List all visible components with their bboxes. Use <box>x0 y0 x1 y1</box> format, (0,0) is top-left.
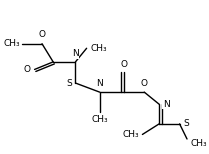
Text: O: O <box>141 79 148 88</box>
Text: N: N <box>96 79 103 88</box>
Text: N: N <box>163 100 170 109</box>
Text: S: S <box>183 119 189 128</box>
Text: S: S <box>66 79 72 87</box>
Text: CH₃: CH₃ <box>90 44 107 53</box>
Text: O: O <box>24 65 31 74</box>
Text: O: O <box>120 60 127 69</box>
Text: CH₃: CH₃ <box>91 115 108 124</box>
Text: CH₃: CH₃ <box>122 130 139 139</box>
Text: N: N <box>72 49 79 58</box>
Text: O: O <box>38 30 46 39</box>
Text: CH₃: CH₃ <box>3 39 20 48</box>
Text: CH₃: CH₃ <box>191 139 207 148</box>
